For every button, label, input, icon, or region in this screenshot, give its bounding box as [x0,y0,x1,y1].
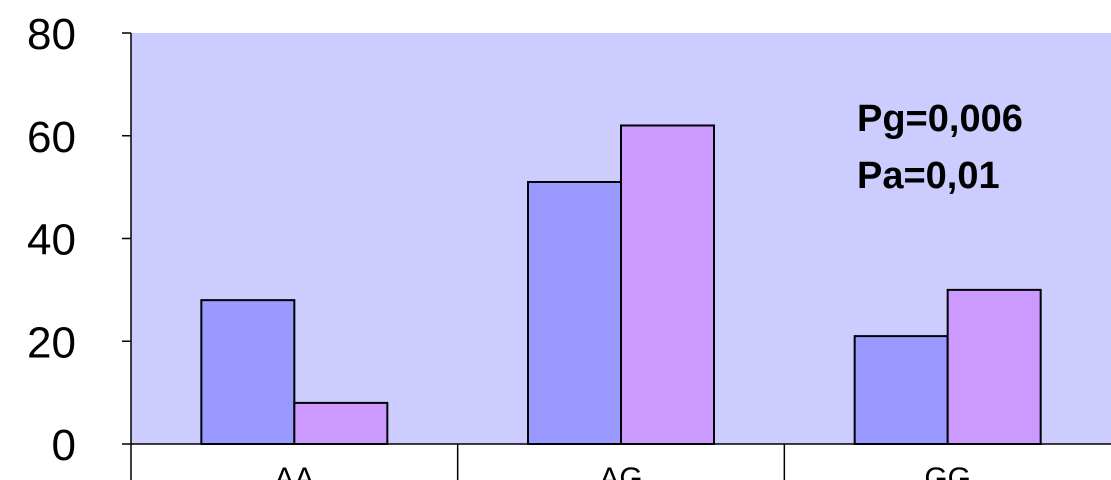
y-tick-label: 20 [27,318,76,367]
annotation-pg: Pg=0,006 [857,98,1023,140]
y-tick-label: 40 [27,216,76,265]
axes-group [130,33,1111,480]
y-tick-label: 0 [52,421,76,470]
y-ticks-group: 0 20 40 60 80 [27,10,131,470]
bars-group [200,124,1042,446]
bar-ag-series-2 [620,124,715,445]
y-tick-label: 60 [27,113,76,162]
annotation-pa: Pa=0,01 [857,155,1000,197]
x-category-label: GG [924,462,971,480]
x-categories-group: AA AG GG [274,444,971,480]
y-tick-label: 80 [27,10,76,59]
bar-aa-series-2 [293,401,389,445]
bar-ag-series-1 [527,180,622,446]
x-category-label: AG [599,462,642,480]
x-category-label: AA [274,462,314,480]
bar-aa-series-1 [200,299,296,445]
bar-gg-series-1 [853,335,949,445]
bar-gg-series-2 [946,288,1042,445]
